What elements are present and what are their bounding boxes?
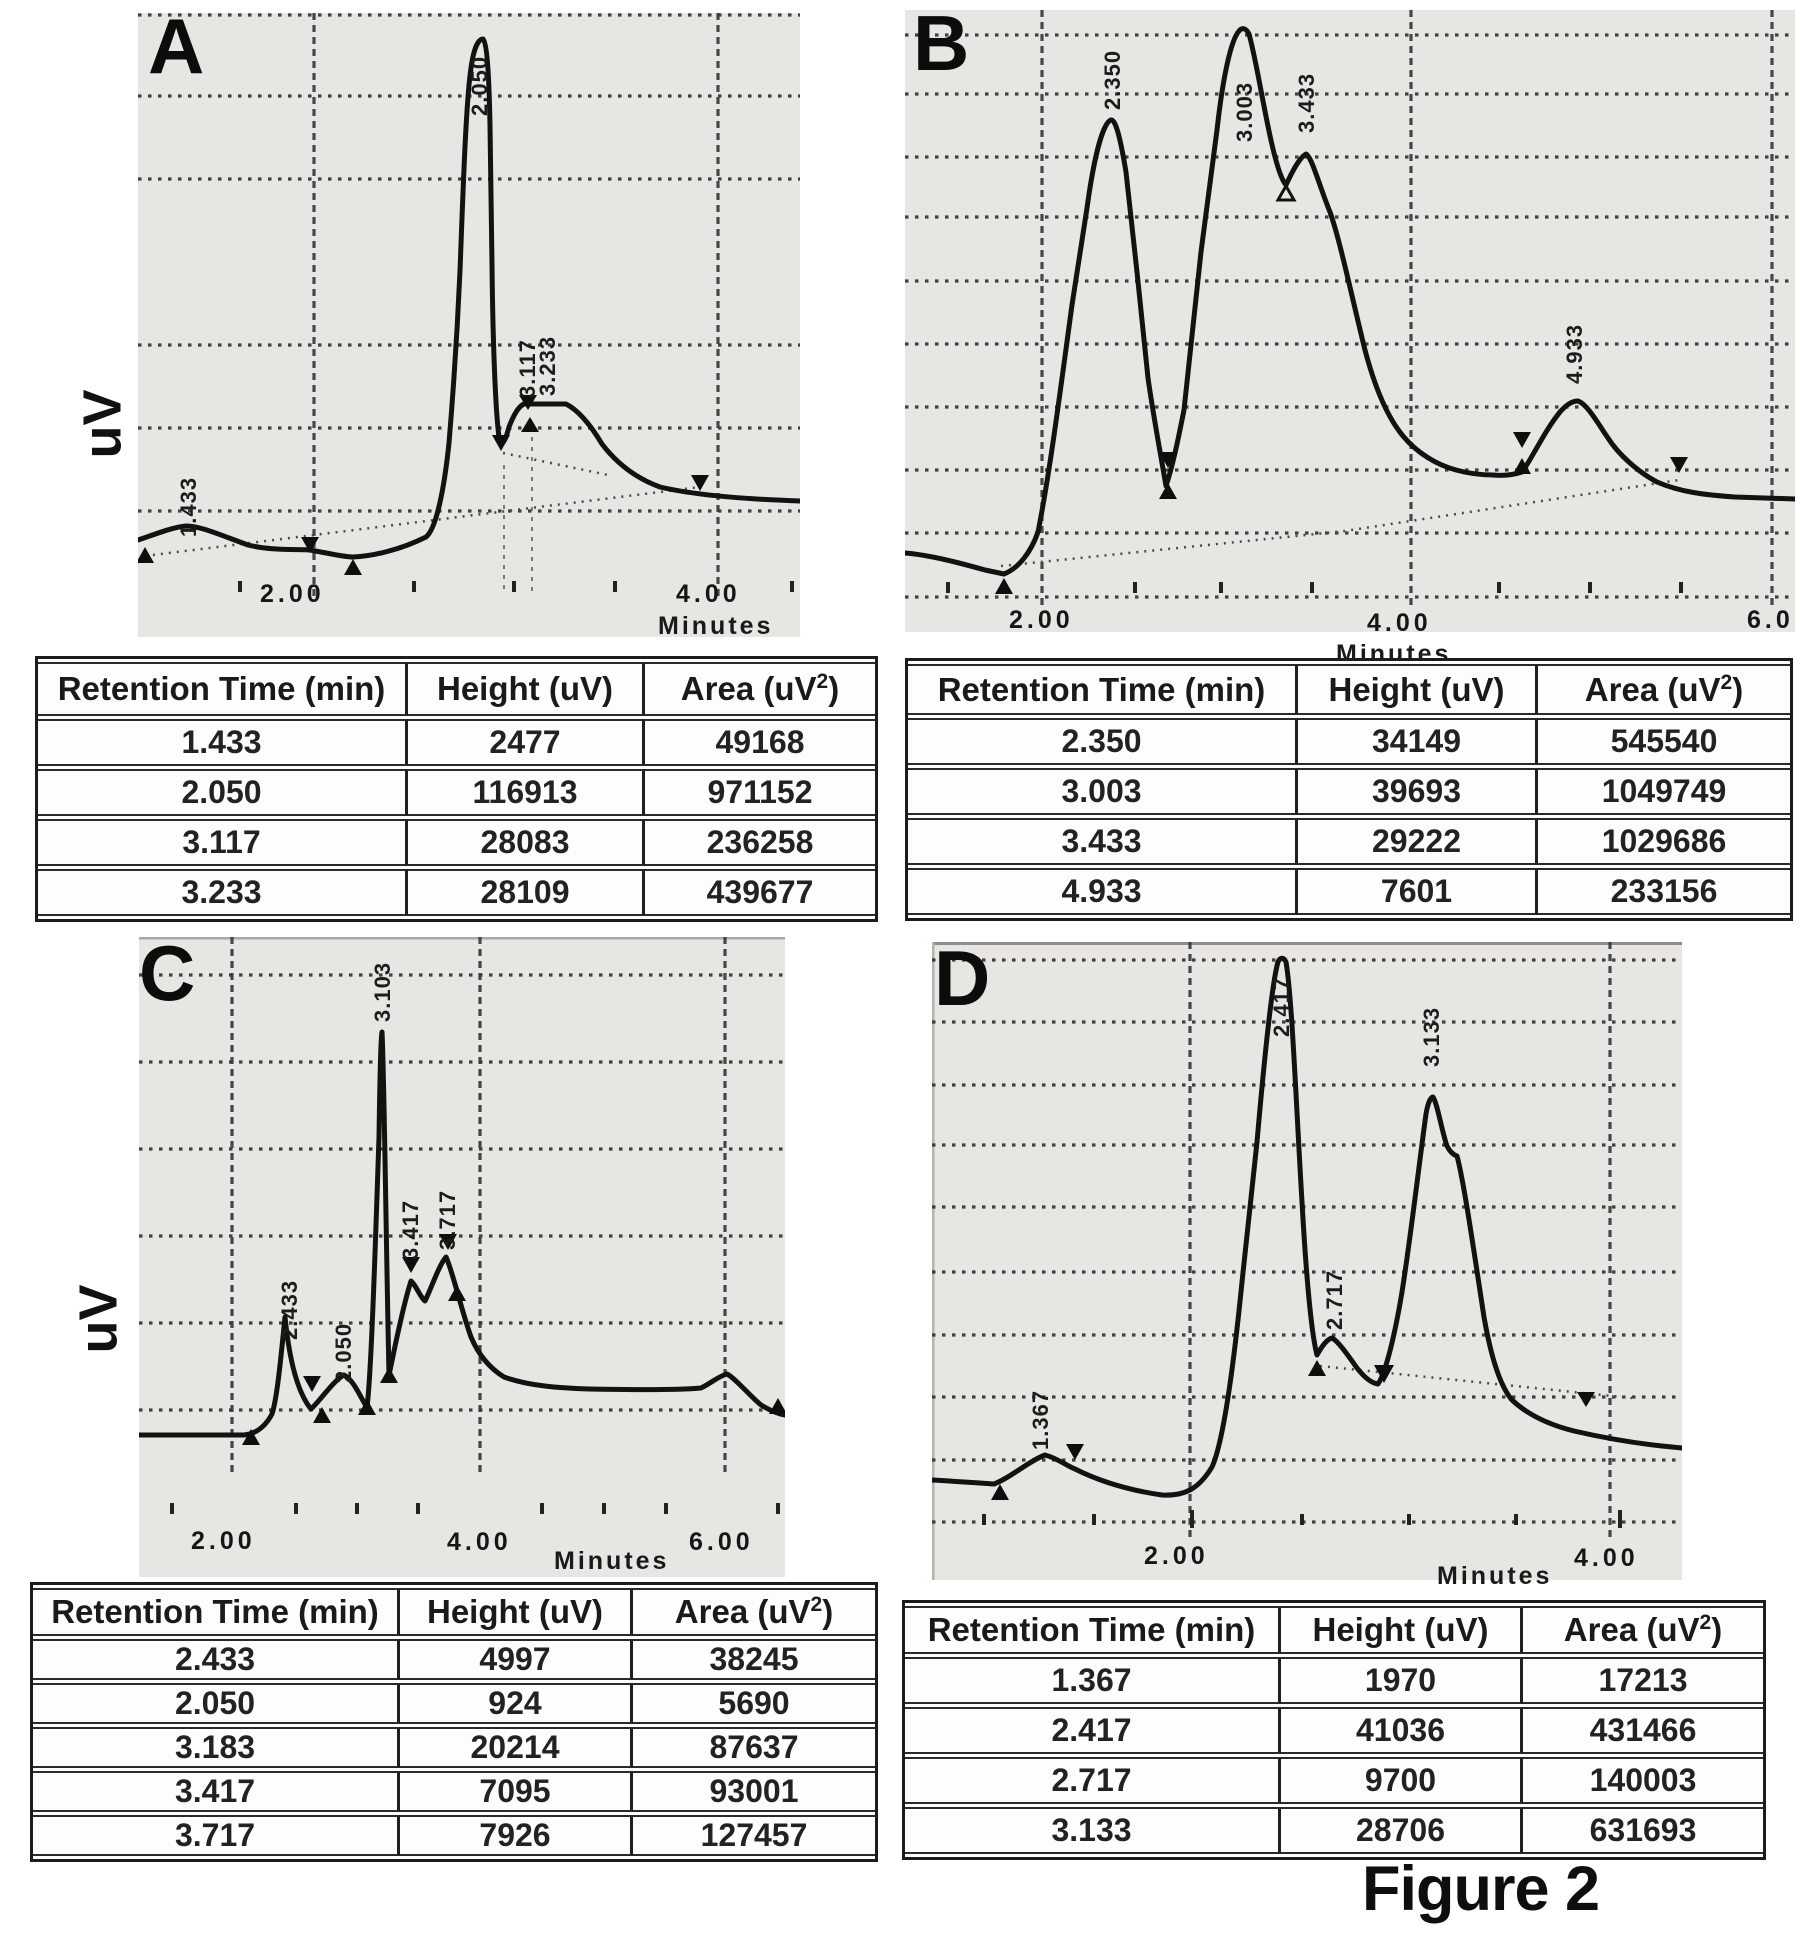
svg-text:A: A — [148, 13, 204, 90]
svg-text:3.433: 3.433 — [1294, 73, 1319, 133]
svg-text:1.433: 1.433 — [176, 477, 201, 537]
svg-text:Minutes: Minutes — [1437, 1562, 1552, 1590]
svg-text:2.433: 2.433 — [277, 1280, 302, 1340]
svg-text:D: D — [934, 942, 990, 1022]
svg-text:2.350: 2.350 — [1100, 50, 1125, 110]
svg-text:2.00: 2.00 — [260, 580, 325, 608]
svg-text:3.417: 3.417 — [398, 1200, 423, 1260]
svg-text:2.00: 2.00 — [1144, 1542, 1209, 1570]
svg-text:3.117: 3.117 — [515, 339, 540, 398]
svg-text:4.00: 4.00 — [1574, 1544, 1639, 1572]
svg-text:3.717: 3.717 — [435, 1190, 460, 1250]
svg-text:4.933: 4.933 — [1562, 324, 1587, 384]
svg-text:3.133: 3.133 — [1419, 1007, 1444, 1067]
svg-text:3.233: 3.233 — [535, 336, 560, 396]
svg-text:Minutes: Minutes — [658, 612, 773, 637]
svg-text:1.367: 1.367 — [1028, 1390, 1053, 1450]
svg-text:2.717: 2.717 — [1322, 1270, 1347, 1330]
svg-text:2.00: 2.00 — [1009, 606, 1074, 634]
svg-text:4.00: 4.00 — [447, 1528, 512, 1556]
svg-text:3.003: 3.003 — [1232, 82, 1257, 142]
svg-text:6.0: 6.0 — [1747, 606, 1794, 634]
svg-text:Minutes: Minutes — [554, 1547, 669, 1575]
svg-text:2.050: 2.050 — [467, 56, 492, 116]
svg-text:2.00: 2.00 — [191, 1527, 256, 1555]
svg-text:2.417: 2.417 — [1269, 977, 1294, 1037]
svg-text:B: B — [913, 10, 969, 87]
svg-text:C: C — [139, 937, 195, 1017]
svg-text:2.050: 2.050 — [331, 1323, 356, 1383]
svg-text:4.00: 4.00 — [676, 580, 741, 608]
svg-text:4.00: 4.00 — [1367, 609, 1432, 637]
svg-text:6.00: 6.00 — [689, 1528, 754, 1556]
svg-text:3.103: 3.103 — [370, 962, 395, 1022]
